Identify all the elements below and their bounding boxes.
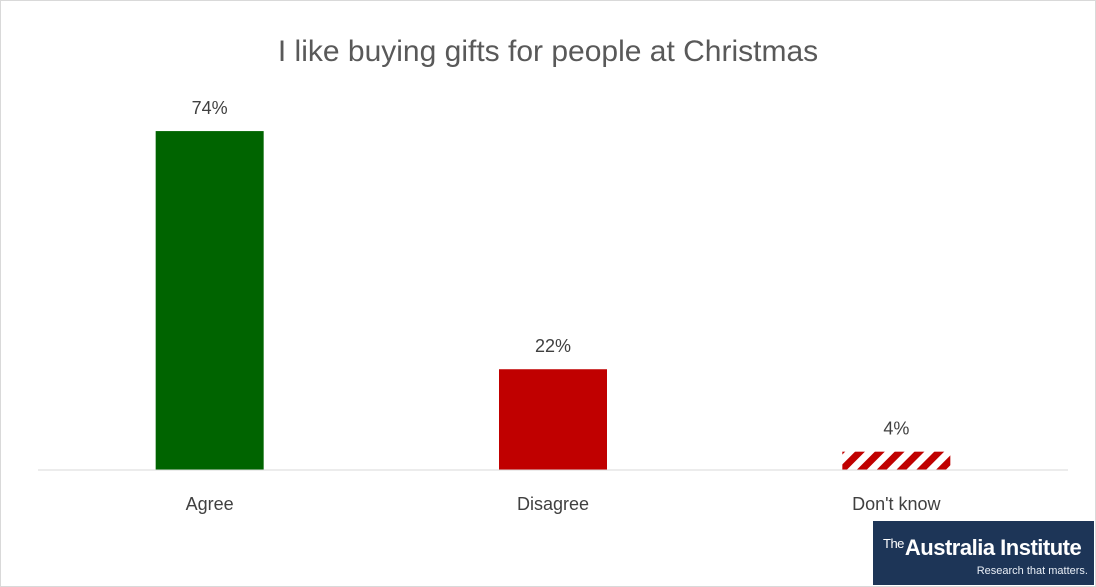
australia-institute-logo: TheAustralia Institute Research that mat… [873, 521, 1094, 585]
bars-group [155, 131, 951, 470]
bar-don-t-know [842, 451, 951, 470]
category-label-don-t-know: Don't know [852, 494, 941, 514]
logo-prefix: The [883, 536, 904, 551]
value-label-disagree: 22% [535, 336, 571, 356]
value-label-don-t-know: 4% [883, 419, 909, 439]
value-label-agree: 74% [192, 98, 228, 118]
chart-title: I like buying gifts for people at Christ… [277, 35, 819, 68]
logo-name: TheAustralia Institute [883, 535, 1082, 561]
logo-title: Australia Institute [904, 535, 1082, 560]
bar-disagree [499, 369, 607, 470]
labels-group: 74% Agree 22% Disagree 4% Don't know [186, 98, 942, 514]
bar-agree [155, 131, 264, 470]
logo-tagline: Research that matters. [976, 565, 1088, 577]
category-label-agree: Agree [186, 494, 234, 514]
category-label-disagree: Disagree [517, 494, 589, 514]
